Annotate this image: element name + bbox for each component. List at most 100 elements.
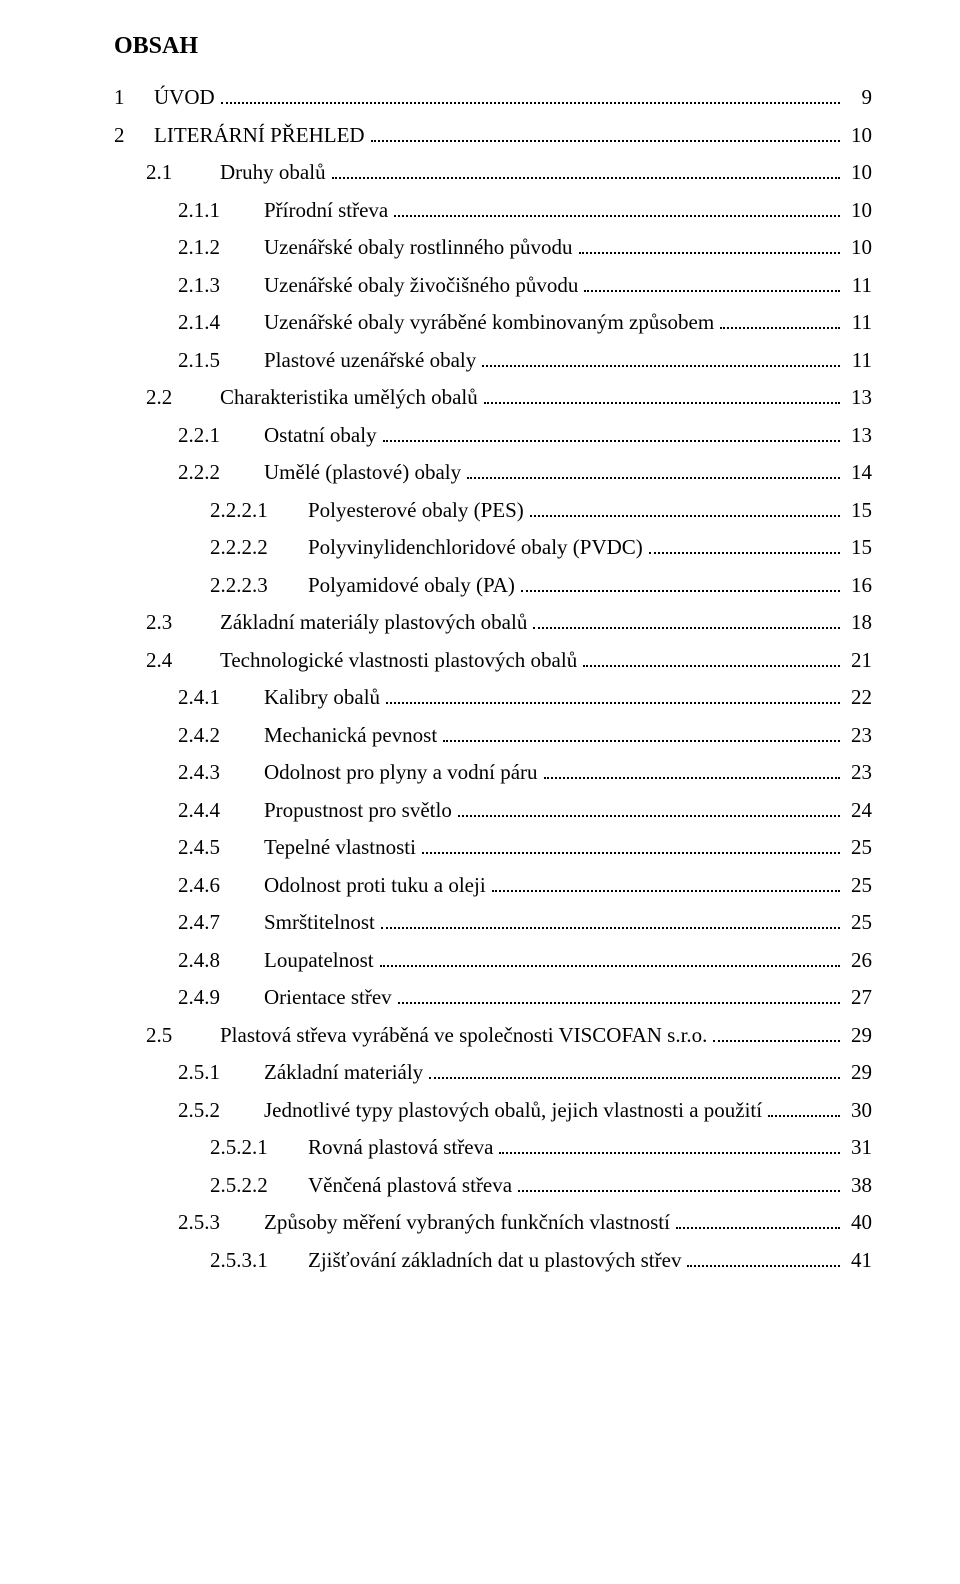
toc-entry-text: ÚVOD xyxy=(154,82,215,114)
toc-entry-text: Základní materiály xyxy=(264,1057,423,1089)
toc-entry-page: 38 xyxy=(846,1170,872,1202)
toc-leader-dots xyxy=(467,477,840,479)
toc-entry-number: 2 xyxy=(114,120,154,152)
toc-entry: 2.1.3Uzenářské obaly živočišného původu1… xyxy=(178,270,872,302)
toc-entry-text: Polyesterové obaly (PES) xyxy=(308,495,524,527)
toc-entry-text: Plastové uzenářské obaly xyxy=(264,345,476,377)
toc-entry-number: 2.4.4 xyxy=(178,795,264,827)
toc-entry-page: 10 xyxy=(846,232,872,264)
toc-entry-page: 10 xyxy=(846,120,872,152)
toc-entry: 2.5.3.1Zjišťování základních dat u plast… xyxy=(210,1245,872,1277)
toc-entry-text: Rovná plastová střeva xyxy=(308,1132,493,1164)
toc-entry-text: Plastová střeva vyráběná ve společnosti … xyxy=(220,1020,707,1052)
toc-entry-number: 1 xyxy=(114,82,154,114)
toc-entry-number: 2.5.2 xyxy=(178,1095,264,1127)
toc-entry-page: 26 xyxy=(846,945,872,977)
toc-entry: 2.1.1Přírodní střeva10 xyxy=(178,195,872,227)
toc-leader-dots xyxy=(583,665,840,667)
toc-entry-text: Polyvinylidenchloridové obaly (PVDC) xyxy=(308,532,643,564)
toc-entry-text: Druhy obalů xyxy=(220,157,326,189)
toc-entry-text: Polyamidové obaly (PA) xyxy=(308,570,515,602)
toc-entry-number: 2.5.3.1 xyxy=(210,1245,308,1277)
toc-entry-number: 2.4.7 xyxy=(178,907,264,939)
toc-leader-dots xyxy=(544,777,840,779)
toc-entry: 2.4.8Loupatelnost26 xyxy=(178,945,872,977)
toc-entry: 2.1Druhy obalů 10 xyxy=(146,157,872,189)
toc-entry-page: 13 xyxy=(846,420,872,452)
toc-entry-page: 15 xyxy=(846,532,872,564)
table-of-contents: 1ÚVOD92LITERÁRNÍ PŘEHLED102.1Druhy obalů… xyxy=(114,82,872,1276)
toc-entry-number: 2.4.9 xyxy=(178,982,264,1014)
toc-entry-page: 11 xyxy=(846,345,872,377)
toc-leader-dots xyxy=(332,177,840,179)
toc-entry-page: 11 xyxy=(846,307,872,339)
toc-entry-page: 31 xyxy=(846,1132,872,1164)
toc-entry-number: 2.4.5 xyxy=(178,832,264,864)
toc-leader-dots xyxy=(371,140,840,142)
toc-leader-dots xyxy=(649,552,840,554)
toc-entry-text: Ostatní obaly xyxy=(264,420,377,452)
toc-entry-text: Základní materiály plastových obalů xyxy=(220,607,527,639)
toc-leader-dots xyxy=(768,1115,840,1117)
toc-leader-dots xyxy=(443,740,840,742)
toc-entry: 2LITERÁRNÍ PŘEHLED 10 xyxy=(114,120,872,152)
toc-entry-page: 15 xyxy=(846,495,872,527)
toc-entry: 2.1.4Uzenářské obaly vyráběné kombinovan… xyxy=(178,307,872,339)
toc-entry-page: 24 xyxy=(846,795,872,827)
toc-entry-page: 21 xyxy=(846,645,872,677)
toc-entry: 2.2.2.3Polyamidové obaly (PA) 16 xyxy=(210,570,872,602)
toc-entry-page: 10 xyxy=(846,157,872,189)
toc-leader-dots xyxy=(380,965,840,967)
toc-leader-dots xyxy=(499,1152,840,1154)
toc-entry-text: Umělé (plastové) obaly xyxy=(264,457,461,489)
toc-entry-number: 2.4.3 xyxy=(178,757,264,789)
toc-entry-number: 2.1 xyxy=(146,157,220,189)
toc-entry-number: 2.5.2.1 xyxy=(210,1132,308,1164)
toc-entry-number: 2.1.3 xyxy=(178,270,264,302)
toc-entry-number: 2.2.2.3 xyxy=(210,570,308,602)
toc-entry-number: 2.2.2 xyxy=(178,457,264,489)
toc-entry-text: Jednotlivé typy plastových obalů, jejich… xyxy=(264,1095,762,1127)
toc-entry-page: 29 xyxy=(846,1020,872,1052)
toc-entry-page: 10 xyxy=(846,195,872,227)
toc-entry-number: 2.1.1 xyxy=(178,195,264,227)
toc-leader-dots xyxy=(521,590,840,592)
toc-entry-text: LITERÁRNÍ PŘEHLED xyxy=(154,120,365,152)
toc-entry-number: 2.5.2.2 xyxy=(210,1170,308,1202)
toc-entry-number: 2.4.2 xyxy=(178,720,264,752)
toc-entry-number: 2.5 xyxy=(146,1020,220,1052)
toc-leader-dots xyxy=(398,1002,840,1004)
toc-entry: 2.4.6Odolnost proti tuku a oleji25 xyxy=(178,870,872,902)
toc-entry-page: 27 xyxy=(846,982,872,1014)
toc-leader-dots xyxy=(584,290,840,292)
toc-entry-page: 25 xyxy=(846,907,872,939)
toc-entry-page: 11 xyxy=(846,270,872,302)
toc-entry-number: 2.2 xyxy=(146,382,220,414)
toc-entry: 2.4.9Orientace střev 27 xyxy=(178,982,872,1014)
toc-entry-text: Odolnost pro plyny a vodní páru xyxy=(264,757,538,789)
toc-entry: 2.3Základní materiály plastových obalů18 xyxy=(146,607,872,639)
toc-leader-dots xyxy=(383,440,840,442)
toc-entry-number: 2.1.4 xyxy=(178,307,264,339)
toc-leader-dots xyxy=(687,1265,840,1267)
toc-leader-dots xyxy=(518,1190,840,1192)
toc-entry: 2.4.4Propustnost pro světlo24 xyxy=(178,795,872,827)
toc-entry: 2.4.3Odolnost pro plyny a vodní páru 23 xyxy=(178,757,872,789)
toc-entry-text: Uzenářské obaly vyráběné kombinovaným zp… xyxy=(264,307,714,339)
toc-leader-dots xyxy=(720,327,840,329)
toc-entry-page: 16 xyxy=(846,570,872,602)
toc-entry-text: Orientace střev xyxy=(264,982,392,1014)
toc-entry-page: 25 xyxy=(846,832,872,864)
toc-entry-page: 14 xyxy=(846,457,872,489)
toc-entry-page: 23 xyxy=(846,757,872,789)
toc-entry-page: 41 xyxy=(846,1245,872,1277)
toc-leader-dots xyxy=(530,515,840,517)
toc-entry-text: Zjišťování základních dat u plastových s… xyxy=(308,1245,681,1277)
toc-entry-number: 2.5.3 xyxy=(178,1207,264,1239)
toc-entry-number: 2.4.1 xyxy=(178,682,264,714)
toc-entry-page: 40 xyxy=(846,1207,872,1239)
toc-entry: 2.2.2.1Polyesterové obaly (PES)15 xyxy=(210,495,872,527)
toc-entry: 2.5.2Jednotlivé typy plastových obalů, j… xyxy=(178,1095,872,1127)
toc-entry-page: 13 xyxy=(846,382,872,414)
toc-entry-text: Odolnost proti tuku a oleji xyxy=(264,870,486,902)
